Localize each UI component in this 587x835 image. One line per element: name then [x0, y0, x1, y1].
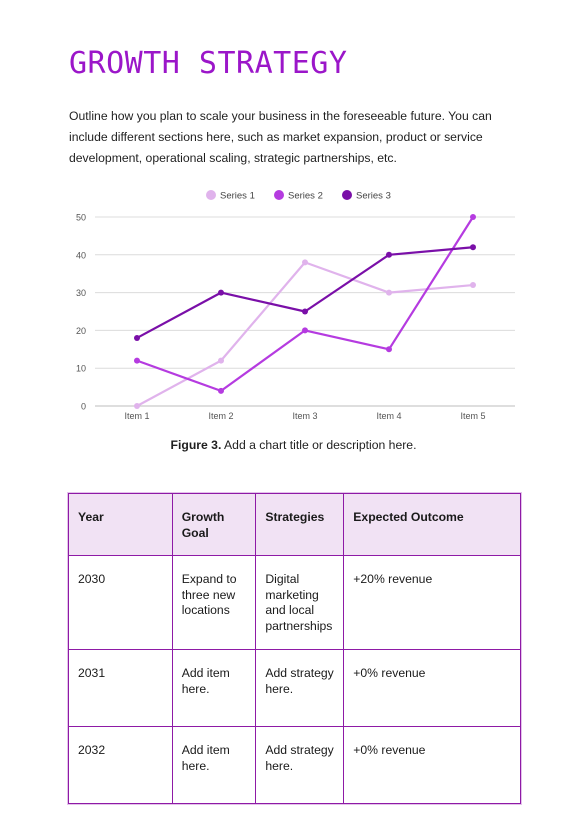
series-1-point	[218, 357, 224, 364]
series-2-point	[386, 346, 392, 353]
y-tick-label: 10	[76, 364, 86, 374]
y-tick-label: 30	[76, 288, 86, 298]
intro-paragraph: Outline how you plan to scale your busin…	[69, 109, 492, 165]
cell-expected-outcome: +0% revenue	[343, 726, 521, 804]
legend-swatch-3	[342, 190, 352, 200]
series-2-point	[470, 214, 476, 220]
legend-label: Series 2	[288, 191, 323, 202]
table-row: 2032 Add item here. Add strategy here. +…	[68, 726, 521, 804]
cell-year: 2030	[68, 555, 173, 650]
x-tick-label: Item 4	[376, 411, 401, 421]
series-3-point	[218, 289, 224, 296]
cell-strategies: Digital marketing and local partnerships	[255, 555, 345, 650]
series-line-2	[136, 216, 474, 392]
legend-swatch-1	[206, 190, 216, 200]
x-tick-label: Item 2	[208, 411, 233, 421]
caption-text: Add a chart title or description here.	[221, 438, 417, 452]
cell-growth-goal: Expand to three new locations	[171, 555, 257, 650]
figure-caption: Figure 3. Add a chart title or descripti…	[0, 438, 587, 452]
header-growth-goal: Growth Goal	[171, 493, 257, 556]
line-chart: 0 10 20 30 40 50 Item 1 Item 2 Item 3 Item 4 Item …	[76, 190, 515, 421]
series-2-point	[218, 387, 224, 394]
y-tick-label: 40	[76, 250, 86, 260]
cell-strategies: Add strategy here.	[255, 726, 345, 804]
cell-expected-outcome: +20% revenue	[343, 555, 521, 650]
cell-growth-goal: Add item here.	[171, 649, 257, 727]
series-1-point	[134, 403, 140, 409]
cell-growth-goal: Add item here.	[171, 726, 257, 804]
growth-table: Year Growth Goal Strategies Expected Out…	[67, 492, 522, 805]
y-tick-label: 20	[76, 326, 86, 336]
cell-year: 2031	[68, 649, 173, 727]
y-tick-label: 50	[76, 213, 86, 223]
legend-label: Series 1	[220, 191, 255, 202]
series-2-point	[134, 357, 140, 364]
series-line-1	[136, 261, 474, 407]
x-tick-label: Item 3	[292, 411, 317, 421]
cell-expected-outcome: +0% revenue	[343, 649, 521, 727]
y-tick-label: 0	[81, 402, 86, 412]
caption-label: Figure 3.	[170, 438, 222, 452]
table-row: 2030 Expand to three new locations Digit…	[68, 555, 521, 650]
series-1-point	[302, 259, 308, 266]
series-3-point	[302, 308, 308, 315]
x-tick-label: Item 1	[124, 411, 149, 421]
series-1-point	[470, 282, 476, 289]
series-2-point	[302, 327, 308, 334]
series-3-point	[134, 334, 140, 341]
cell-year: 2032	[68, 726, 173, 804]
header-strategies: Strategies	[255, 493, 345, 556]
cell-strategies: Add strategy here.	[255, 649, 345, 727]
series-3-point	[386, 251, 392, 258]
header-year: Year	[68, 493, 173, 556]
series-1-point	[386, 289, 392, 296]
header-expected-outcome: Expected Outcome	[343, 493, 521, 556]
page-title: GROWTH STRATEGY	[69, 46, 348, 81]
table-row: 2031 Add item here. Add strategy here. +…	[68, 649, 521, 727]
table-header-row: Year Growth Goal Strategies Expected Out…	[68, 493, 521, 556]
legend-swatch-2	[274, 190, 284, 200]
x-tick-label: Item 5	[460, 411, 485, 421]
series-3-point	[470, 244, 476, 251]
legend-label: Series 3	[356, 191, 391, 202]
